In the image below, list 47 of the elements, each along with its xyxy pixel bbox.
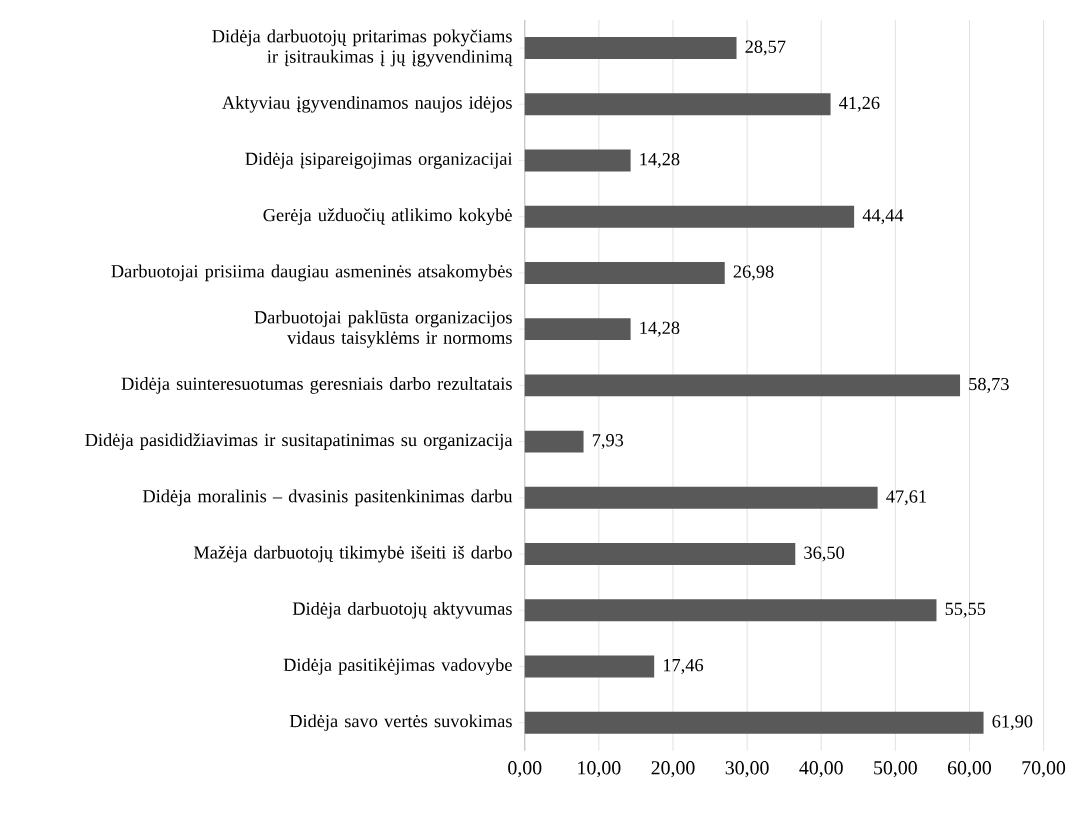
bar bbox=[524, 37, 737, 60]
data-label: 47,61 bbox=[886, 490, 926, 506]
y-tick-label: Darbuotojai paklūsta organizacijos vidaus taisyklėms ir normoms bbox=[254, 310, 512, 348]
bar bbox=[524, 599, 937, 622]
data-label: 7,93 bbox=[592, 434, 624, 450]
y-tick-label: Aktyviau įgyvendinamos naujos idėjos bbox=[222, 96, 512, 113]
data-label: 17,46 bbox=[663, 659, 704, 675]
data-label: 26,98 bbox=[733, 265, 774, 281]
data-label: 36,50 bbox=[804, 546, 845, 562]
x-tick-label: 60,00 bbox=[947, 761, 992, 778]
data-label: 14,28 bbox=[640, 321, 680, 337]
bar bbox=[524, 205, 855, 228]
y-tick-label: Didėja moralinis – dvasinis pasitenkinimas darbu bbox=[142, 489, 513, 507]
y-tick-label: Didėja įsipareigojimas organizacijai bbox=[245, 152, 513, 170]
y-tick-label: Didėja pasididžiavimas ir susitapatinimas su organizacija bbox=[85, 433, 513, 451]
data-label: 14,28 bbox=[640, 153, 680, 169]
bar bbox=[524, 711, 984, 734]
x-tick-label: 20,00 bbox=[651, 761, 695, 778]
y-tick-label: Didėja darbuotojų pritarimas pokyčiams ir įsitraukimas į jų įgyvendinimą bbox=[212, 29, 513, 67]
x-tick-label: 30,00 bbox=[725, 761, 769, 778]
bar bbox=[524, 430, 584, 453]
bar bbox=[524, 262, 725, 285]
y-tick-label: Mažėja darbuotojų tikimybė išeiti iš darbo bbox=[193, 545, 512, 563]
bar bbox=[524, 543, 796, 566]
data-label: 41,26 bbox=[839, 96, 880, 112]
y-tick-label: Didėja suinteresuotumas geresniais darbo rezultatais bbox=[121, 377, 512, 394]
y-tick-label: Didėja darbuotojų aktyvumas bbox=[292, 602, 512, 619]
x-tick-label: 50,00 bbox=[874, 761, 917, 778]
y-tick-label: Darbuotojai prisiima daugiau asmeninės atsakomybės bbox=[111, 264, 512, 282]
data-label: 28,57 bbox=[745, 40, 786, 56]
y-tick-label: Didėja pasitikėjimas vadovybe bbox=[283, 658, 512, 676]
bar bbox=[524, 487, 878, 509]
data-label: 61,90 bbox=[992, 715, 1033, 731]
bar bbox=[524, 318, 631, 341]
x-tick-label: 0,00 bbox=[508, 761, 542, 778]
bar bbox=[524, 374, 961, 397]
bar bbox=[524, 149, 631, 172]
data-label: 55,55 bbox=[945, 603, 986, 618]
x-tick-label: 40,00 bbox=[799, 761, 843, 778]
y-tick-label: Gerėja užduočių atlikimo kokybė bbox=[263, 208, 512, 226]
data-label: 58,73 bbox=[969, 378, 1009, 394]
x-tick-label: 70,00 bbox=[1022, 761, 1066, 778]
bar bbox=[524, 655, 655, 678]
y-tick-label: Didėja savo vertės suvokimas bbox=[289, 714, 512, 732]
x-tick-label: 10,00 bbox=[578, 761, 621, 778]
bar bbox=[524, 93, 831, 116]
data-label: 44,44 bbox=[862, 209, 904, 225]
